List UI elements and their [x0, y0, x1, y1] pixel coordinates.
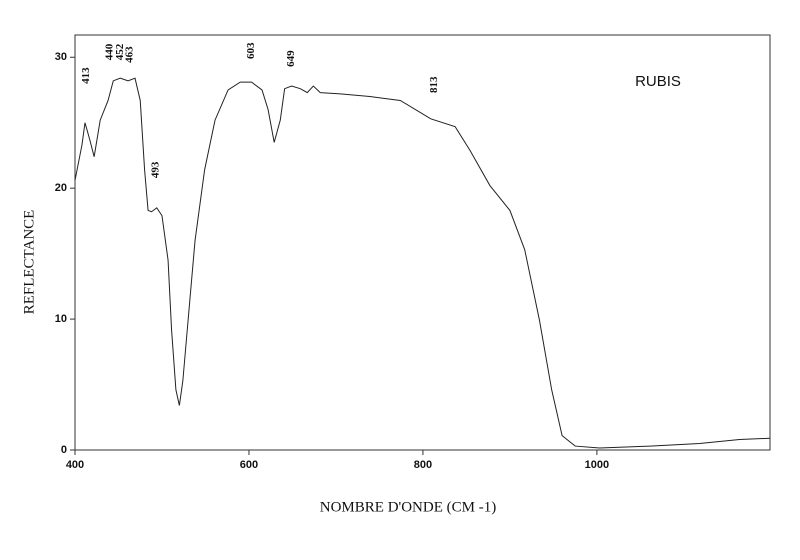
x-tick-label: 800: [414, 459, 432, 471]
y-tick-label: 10: [55, 313, 67, 325]
peak-label: 813: [428, 76, 440, 93]
x-tick-label: 1000: [585, 459, 609, 471]
y-axis-title: REFLECTANCE: [21, 210, 37, 315]
peak-label: 649: [285, 50, 297, 67]
plot-frame: [74, 34, 771, 451]
peak-label: 493: [149, 161, 161, 178]
spectrum-line: [74, 77, 771, 449]
peak-label: 413: [80, 67, 92, 84]
y-tick-label: 30: [55, 51, 67, 63]
x-tick-label: 400: [66, 459, 84, 471]
x-axis-title: NOMBRE D'ONDE (CM -1): [320, 499, 496, 515]
peak-label: 603: [245, 42, 257, 59]
peak-label: 440: [103, 43, 115, 60]
peak-label: 452: [114, 43, 126, 60]
x-tick-label: 600: [240, 459, 258, 471]
y-tick-label: 0: [61, 444, 67, 456]
y-tick-label: 20: [55, 182, 67, 194]
peak-label: 463: [123, 46, 135, 63]
chart-title: RUBIS: [635, 73, 681, 90]
